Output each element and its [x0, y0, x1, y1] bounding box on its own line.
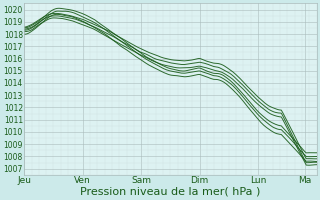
X-axis label: Pression niveau de la mer( hPa ): Pression niveau de la mer( hPa )	[80, 187, 260, 197]
